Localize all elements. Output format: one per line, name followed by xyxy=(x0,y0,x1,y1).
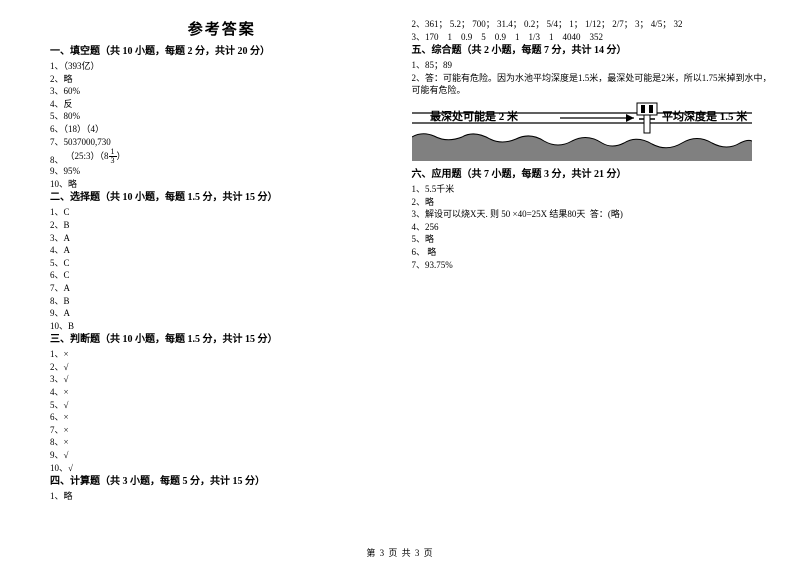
page-footer: 第 3 页 共 3 页 xyxy=(0,546,800,559)
s1-item: 1、（393亿） xyxy=(50,60,394,73)
s6-item: 3、解设可以烧X天. 则 50 ×40=25X 结果80天 答：(略) xyxy=(412,208,756,221)
fraction-bot: 3 xyxy=(109,157,117,165)
s2-item: 10、B xyxy=(50,320,394,333)
s4-item: 1、略 xyxy=(50,490,394,503)
s2-item: 6、C xyxy=(50,269,394,282)
s1-i8-open: （25:3）（8 xyxy=(66,152,109,161)
s5-item: 2、答：可能有危险。因为水池平均深度是1.5米，最深处可能是2米，所以1.75米… xyxy=(412,72,756,85)
s6-item: 4、256 xyxy=(412,221,756,234)
s1-item: 9、95% xyxy=(50,165,394,178)
s3-item: 4、× xyxy=(50,386,394,399)
section-4-header: 四、计算题（共 3 小题，每题 5 分，共计 15 分） xyxy=(50,475,394,489)
s1-i8-close: ） xyxy=(117,152,126,161)
s2-item: 5、C xyxy=(50,257,394,270)
s1-item: 5、80% xyxy=(50,110,394,123)
s6-item: 5、略 xyxy=(412,233,756,246)
s1-i8-num: 8、 xyxy=(50,156,64,165)
diagram-label-right: 平均深度是 1.5 米 xyxy=(662,109,748,123)
s2-item: 4、A xyxy=(50,244,394,257)
s1-item: 7、5037000,730 xyxy=(50,136,394,149)
section-3-header: 三、判断题（共 10 小题，每题 1.5 分，共计 15 分） xyxy=(50,333,394,347)
s4-item: 2、361； 5.2； 700； 31.4； 0.2； 5/4； 1； 1/12… xyxy=(412,18,756,31)
s3-item: 7、× xyxy=(50,424,394,437)
s6-item: 1、5.5千米 xyxy=(412,183,756,196)
s2-item: 9、A xyxy=(50,307,394,320)
s2-item: 8、B xyxy=(50,295,394,308)
s3-item: 8、× xyxy=(50,436,394,449)
pool-depth-diagram: 最深处可能是 2 米 平均深度是 1.5 米 xyxy=(412,99,752,161)
s3-item: 1、× xyxy=(50,348,394,361)
fraction: 1 3 xyxy=(109,148,117,165)
s2-item: 1、C xyxy=(50,206,394,219)
s5-item: 1、85；89 xyxy=(412,59,756,72)
s3-item: 5、√ xyxy=(50,399,394,412)
s1-item: 3、60% xyxy=(50,85,394,98)
page-title: 参考答案 xyxy=(50,18,394,39)
s3-item: 3、√ xyxy=(50,373,394,386)
s1-item: 2、略 xyxy=(50,73,394,86)
s6-item: 2、略 xyxy=(412,196,756,209)
right-column: 2、361； 5.2； 700； 31.4； 0.2； 5/4； 1； 1/12… xyxy=(412,18,756,503)
s1-item: 6、（18）（4） xyxy=(50,123,394,136)
s4-item: 3、170 1 0.9 5 0.9 1 1/3 1 4040 352 xyxy=(412,31,756,44)
s6-item: 6、 略 xyxy=(412,246,756,259)
diagram-label-left: 最深处可能是 2 米 xyxy=(430,109,519,123)
s3-item: 9、√ xyxy=(50,449,394,462)
section-1-header: 一、填空题（共 10 小题，每题 2 分，共计 20 分） xyxy=(50,45,394,59)
s6-item: 7、93.75% xyxy=(412,259,756,272)
s3-item: 2、√ xyxy=(50,361,394,374)
section-6-header: 六、应用题（共 7 小题，每题 3 分，共计 21 分） xyxy=(412,168,756,182)
section-5-header: 五、综合题（共 2 小题，每题 7 分，共计 14 分） xyxy=(412,44,756,58)
s3-item: 6、× xyxy=(50,411,394,424)
s2-item: 2、B xyxy=(50,219,394,232)
s5-item: 可能有危险。 xyxy=(412,84,756,97)
s1-item: 4、反 xyxy=(50,98,394,111)
left-column: 参考答案 一、填空题（共 10 小题，每题 2 分，共计 20 分） 1、（39… xyxy=(50,18,394,503)
s1-item: 10、略 xyxy=(50,178,394,191)
s2-item: 7、A xyxy=(50,282,394,295)
s3-item: 10、√ xyxy=(50,462,394,475)
section-2-header: 二、选择题（共 10 小题，每题 1.5 分，共计 15 分） xyxy=(50,191,394,205)
s2-item: 3、A xyxy=(50,232,394,245)
s1-item-8: 8、 （25:3）（8 1 3 ） xyxy=(50,148,394,165)
